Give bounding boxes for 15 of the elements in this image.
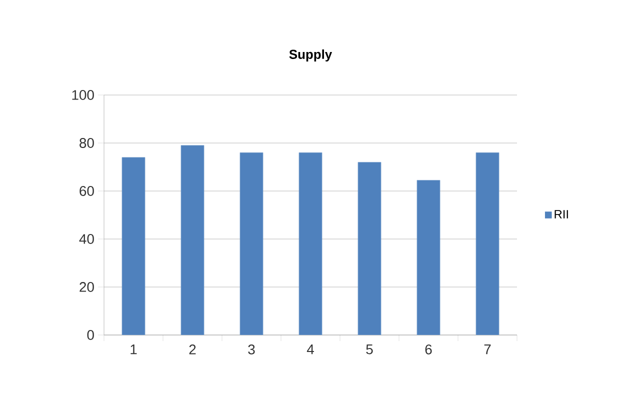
x-tick-label: 5 xyxy=(366,344,373,354)
legend-label: RII xyxy=(554,210,568,218)
x-tick-label: 7 xyxy=(484,344,491,354)
x-tick-label: 2 xyxy=(189,344,196,354)
y-tick-label: 60 xyxy=(80,186,94,196)
x-tick-label: 6 xyxy=(425,344,432,354)
chart-title: Supply xyxy=(289,49,332,62)
x-tick-label: 1 xyxy=(130,344,137,354)
y-tick-label: 0 xyxy=(87,330,94,340)
y-tick-label: 100 xyxy=(72,90,94,100)
y-tick-label: 20 xyxy=(80,282,94,292)
x-tick-label: 3 xyxy=(248,344,255,354)
y-tick-label: 80 xyxy=(80,138,94,148)
y-tick-label: 40 xyxy=(79,234,94,244)
x-tick-label: 4 xyxy=(306,344,314,354)
